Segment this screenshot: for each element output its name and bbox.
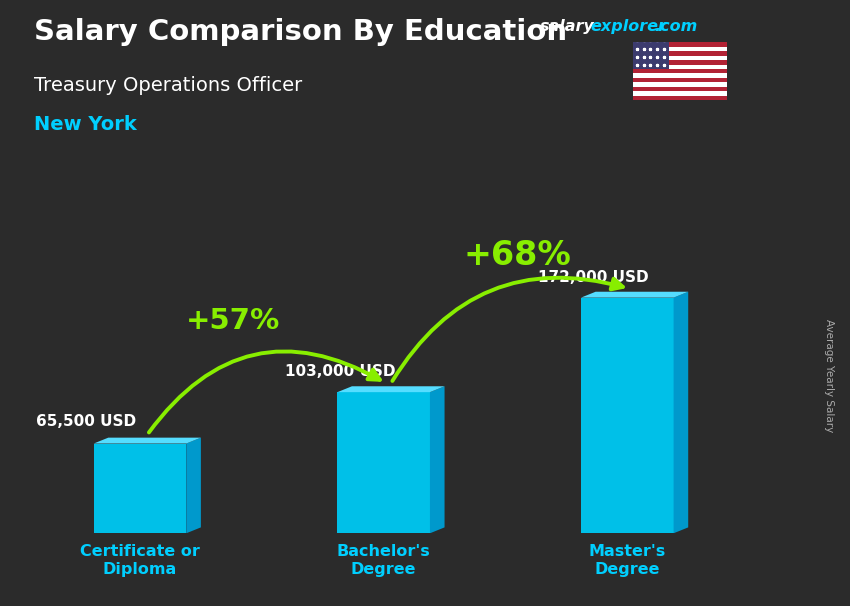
- Polygon shape: [94, 438, 201, 444]
- Polygon shape: [337, 392, 430, 533]
- Bar: [633, 96, 727, 100]
- Text: New York: New York: [34, 115, 137, 134]
- Bar: [633, 42, 727, 47]
- Polygon shape: [581, 298, 673, 533]
- Bar: [633, 65, 727, 69]
- Text: Treasury Operations Officer: Treasury Operations Officer: [34, 76, 303, 95]
- Polygon shape: [337, 386, 445, 392]
- Text: 103,000 USD: 103,000 USD: [285, 364, 395, 379]
- Bar: [633, 42, 669, 69]
- Bar: [633, 82, 727, 87]
- Bar: [633, 73, 727, 78]
- Text: +57%: +57%: [185, 307, 280, 335]
- Text: 65,500 USD: 65,500 USD: [37, 415, 136, 430]
- Bar: [633, 60, 727, 65]
- Text: Average Yearly Salary: Average Yearly Salary: [824, 319, 834, 432]
- Bar: [633, 91, 727, 96]
- Text: .com: .com: [654, 19, 698, 35]
- Polygon shape: [673, 291, 689, 533]
- Polygon shape: [186, 438, 201, 533]
- Text: 172,000 USD: 172,000 USD: [538, 270, 649, 285]
- Bar: [633, 87, 727, 91]
- Bar: [633, 47, 727, 52]
- Bar: [633, 69, 727, 73]
- Polygon shape: [430, 386, 445, 533]
- Text: explorer: explorer: [591, 19, 666, 35]
- Text: salary: salary: [540, 19, 594, 35]
- Text: +68%: +68%: [464, 239, 571, 272]
- Bar: [633, 52, 727, 56]
- Bar: [633, 78, 727, 82]
- Text: Salary Comparison By Education: Salary Comparison By Education: [34, 18, 567, 46]
- Polygon shape: [94, 444, 186, 533]
- Polygon shape: [581, 291, 689, 298]
- Bar: [633, 56, 727, 60]
